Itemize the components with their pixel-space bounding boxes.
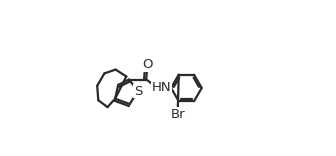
Text: HN: HN [152, 81, 171, 95]
Text: S: S [134, 85, 142, 98]
Text: O: O [142, 58, 153, 71]
Text: Br: Br [170, 107, 185, 120]
